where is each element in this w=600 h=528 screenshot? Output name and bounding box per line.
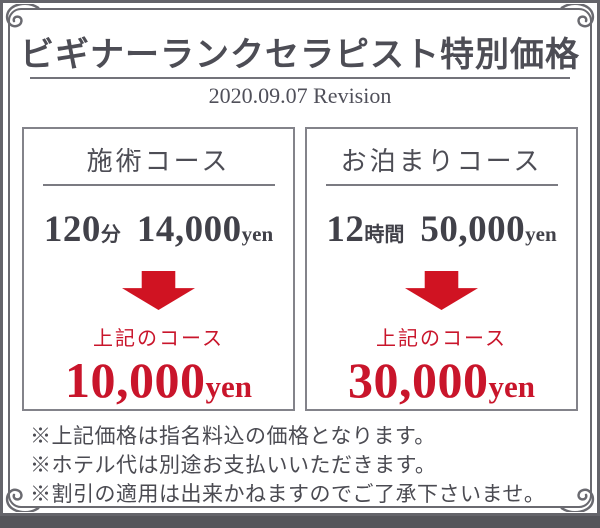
duration-value: 120 bbox=[43, 208, 101, 250]
regular-price: 14,000 bbox=[136, 208, 242, 250]
footnotes: ※上記価格は指名料込の価格となります。 ※ホテル代は別途お支払いいただきます。 … bbox=[30, 422, 590, 509]
down-arrow-icon bbox=[122, 270, 195, 310]
duration-unit: 分 bbox=[100, 223, 121, 246]
duration-value: 12 bbox=[326, 208, 365, 250]
corner-flourish-icon bbox=[4, 4, 42, 42]
panel-title: 施術コース bbox=[86, 147, 231, 176]
footnote-line: ※ホテル代は別途お支払いいただきます。 bbox=[30, 453, 437, 477]
treatment-course-panel: 施術コース 120 分 14,000 yen 上記のコース 10,000 yen bbox=[22, 127, 295, 411]
overnight-course-panel: お泊まりコース 12 時間 50,000 yen 上記のコース 30,000 yen bbox=[305, 127, 578, 411]
duration-unit: 時間 bbox=[364, 223, 405, 246]
regular-price-unit: yen bbox=[241, 221, 274, 246]
panel-title-underline bbox=[325, 184, 558, 186]
regular-price-row: 12 時間 50,000 yen bbox=[326, 208, 556, 251]
discount-price-unit: yen bbox=[488, 369, 536, 404]
discount-price-unit: yen bbox=[205, 369, 253, 404]
discount-price: 10,000 bbox=[65, 352, 206, 408]
footnote-line: ※割引の適用は出来かねますのでご了承下さいませ。 bbox=[30, 482, 546, 506]
discount-price-row: 10,000 yen bbox=[65, 351, 252, 409]
title-underline bbox=[30, 77, 570, 79]
flyer-card: ビギナーランクセラピスト特別価格 2020.09.07 Revision 施術コ… bbox=[0, 0, 600, 516]
corner-flourish-icon bbox=[4, 474, 42, 512]
discount-label: 上記のコース bbox=[93, 328, 224, 350]
discount-price-row: 30,000 yen bbox=[348, 351, 535, 409]
panel-title-underline bbox=[42, 184, 275, 186]
footnote-line: ※上記価格は指名料込の価格となります。 bbox=[30, 424, 436, 448]
panel-title: お泊まりコース bbox=[340, 147, 543, 176]
page-title: ビギナーランクセラピスト特別価格 bbox=[20, 37, 580, 74]
discount-label: 上記のコース bbox=[376, 328, 507, 350]
regular-price: 50,000 bbox=[420, 208, 526, 250]
regular-price-row: 120 分 14,000 yen bbox=[44, 208, 273, 251]
corner-flourish-icon bbox=[558, 474, 596, 512]
revision-date: 2020.09.07 Revision bbox=[208, 83, 392, 108]
discount-price: 30,000 bbox=[348, 352, 489, 408]
corner-flourish-icon bbox=[558, 4, 596, 42]
regular-price-unit: yen bbox=[525, 221, 557, 246]
down-arrow-icon bbox=[405, 270, 478, 310]
